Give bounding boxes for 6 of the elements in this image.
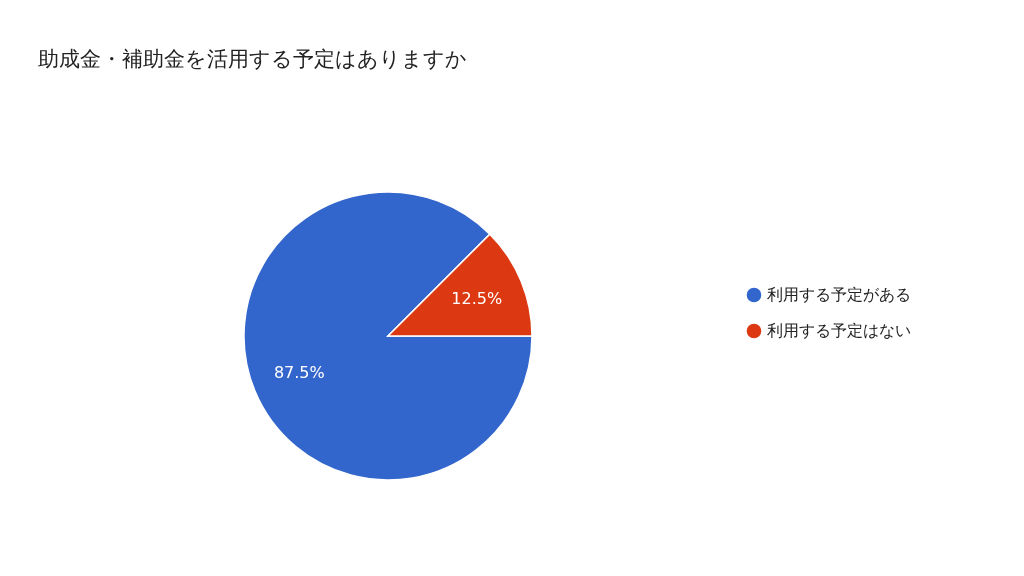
legend-label: 利用する予定がある xyxy=(767,285,911,304)
pie-slice xyxy=(243,191,533,481)
data-label: 87.5% xyxy=(273,362,325,382)
chart-title: 助成金・補助金を活用する予定はありますか xyxy=(38,47,467,71)
legend-label: 利用する予定はない xyxy=(767,321,911,340)
data-label: 12.5% xyxy=(451,289,503,309)
